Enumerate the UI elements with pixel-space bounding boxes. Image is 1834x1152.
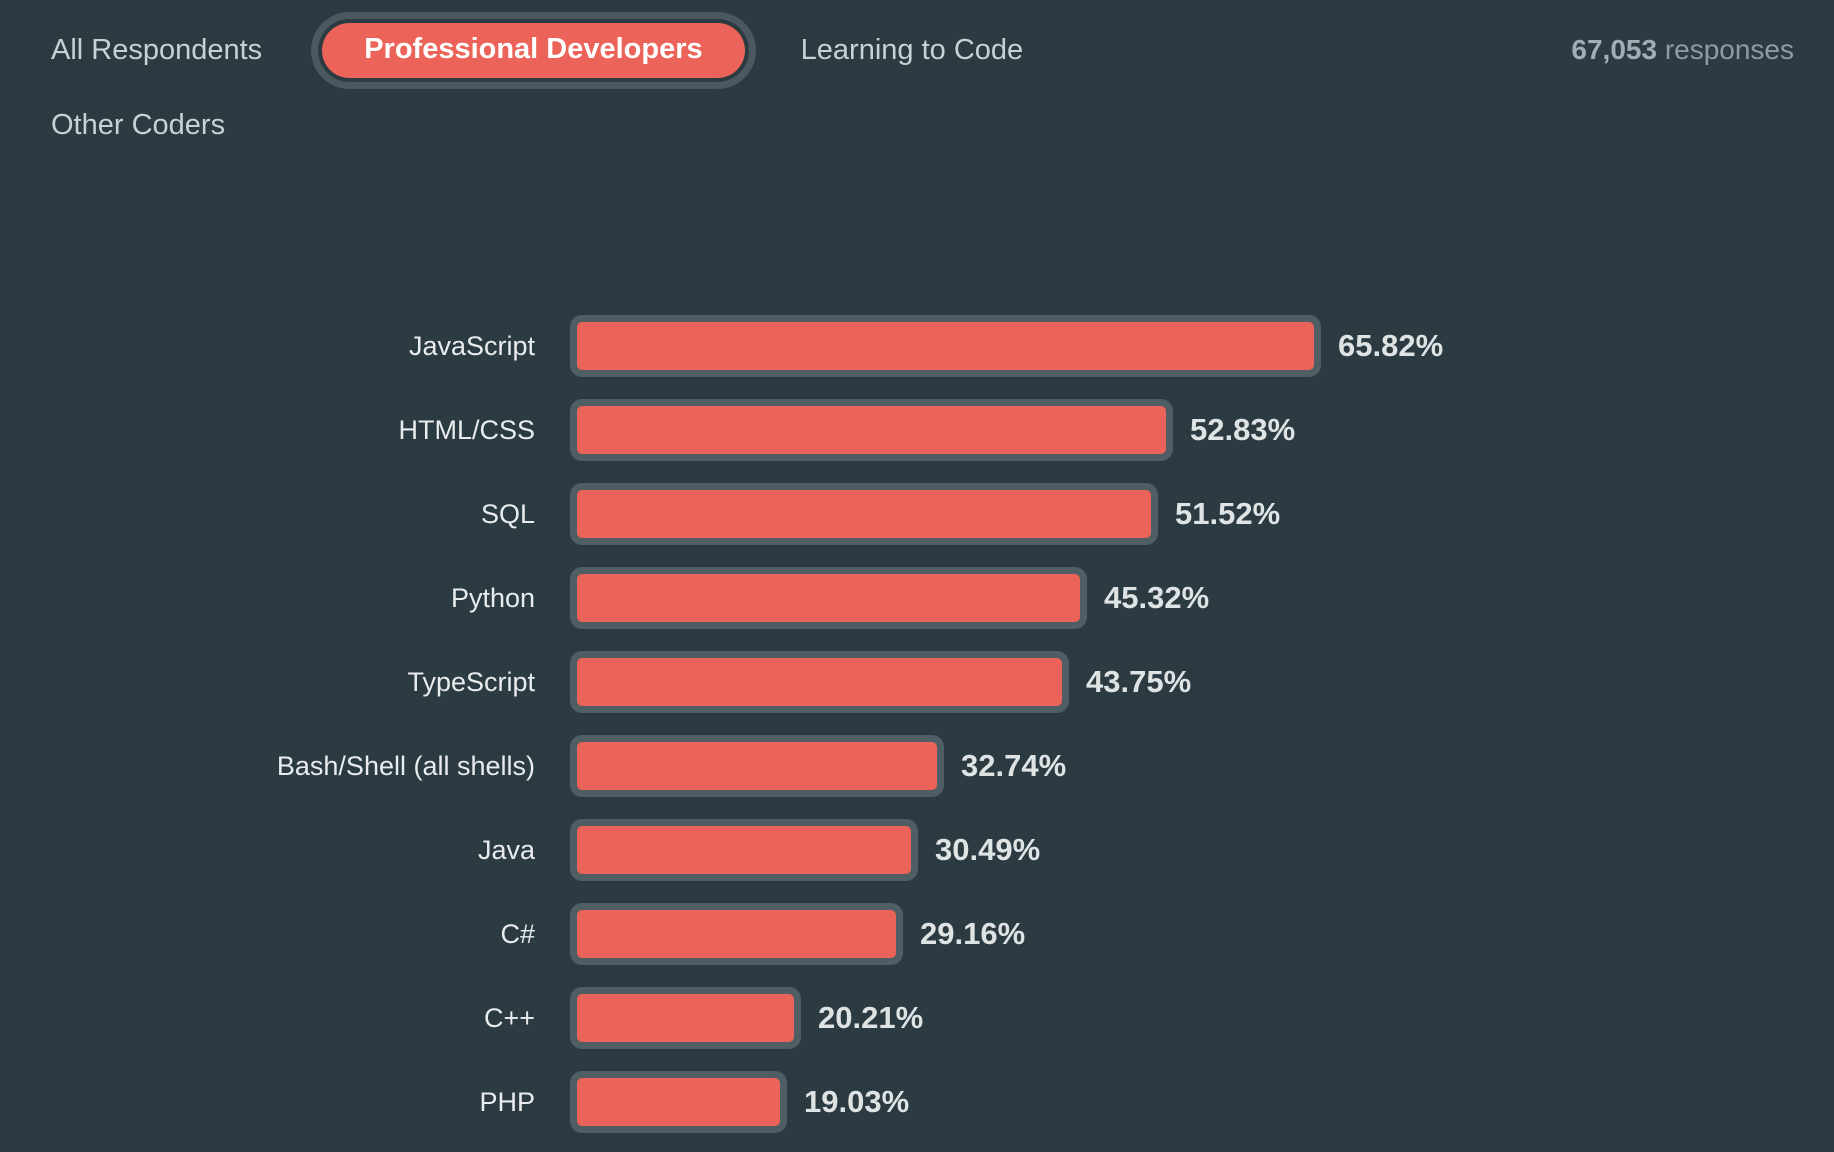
chart-row: TypeScript 43.75%	[0, 640, 1834, 724]
header: All Respondents Professional Developers …	[0, 0, 1834, 159]
bar-value-label: 30.49%	[935, 832, 1041, 867]
bar-category-label: TypeScript	[407, 666, 535, 697]
bar-category-label: JavaScript	[408, 330, 535, 361]
bar[interactable]	[570, 819, 918, 881]
chart-row: Bash/Shell (all shells) 32.74%	[0, 724, 1834, 808]
bar-value-label: 20.21%	[818, 1000, 924, 1035]
bar-category-label: C#	[500, 918, 535, 949]
bar-value-label: 51.52%	[1175, 496, 1281, 531]
tab-learning-to-code[interactable]: Learning to Code	[800, 33, 1024, 66]
bar-category-label: Java	[477, 834, 535, 865]
bar[interactable]	[570, 903, 903, 965]
bar-category-label: PHP	[479, 1086, 535, 1117]
bar-value-label: 45.32%	[1104, 580, 1210, 615]
chart-row: PHP 19.03%	[0, 1060, 1834, 1144]
chart-row: JavaScript 65.82%	[0, 304, 1834, 388]
chart-row: C++ 20.21%	[0, 976, 1834, 1060]
bar[interactable]	[570, 399, 1173, 461]
bar-value-label: 65.82%	[1338, 328, 1444, 363]
bar[interactable]	[570, 987, 801, 1049]
responses-number: 67,053	[1571, 34, 1658, 65]
chart-row: Python 45.32%	[0, 556, 1834, 640]
tab-other-coders[interactable]: Other Coders	[51, 108, 226, 141]
bar-category-label: Bash/Shell (all shells)	[276, 750, 535, 781]
bar-value-label: 43.75%	[1086, 664, 1192, 699]
responses-word: responses	[1664, 34, 1794, 65]
tab-all-respondents[interactable]: All Respondents	[51, 33, 263, 66]
bar[interactable]	[570, 483, 1158, 545]
filter-tabs-row2: Other Coders	[51, 91, 1794, 159]
chart-row: SQL 51.52%	[0, 472, 1834, 556]
bar-value-label: 19.03%	[804, 1084, 910, 1119]
responses-count: 67,053 responses	[1571, 34, 1794, 66]
chart-row: Java 30.49%	[0, 808, 1834, 892]
bar[interactable]	[570, 1071, 787, 1133]
bar-category-label: Python	[450, 582, 535, 613]
bar-value-label: 32.74%	[961, 748, 1067, 783]
bar[interactable]	[570, 315, 1321, 377]
chart-row: C# 29.16%	[0, 892, 1834, 976]
bar-category-label: C++	[483, 1002, 535, 1033]
bar-value-label: 52.83%	[1190, 412, 1296, 447]
filter-tabs: All Respondents Professional Developers …	[51, 9, 1794, 91]
chart-row: HTML/CSS 52.83%	[0, 388, 1834, 472]
bar[interactable]	[570, 735, 944, 797]
bar-category-label: HTML/CSS	[398, 414, 535, 445]
bar[interactable]	[570, 651, 1069, 713]
bar-chart: JavaScript 65.82% HTML/CSS 52.83% SQL 51…	[0, 304, 1834, 1144]
tab-professional-developers[interactable]: Professional Developers	[322, 22, 745, 78]
bar-category-label: SQL	[480, 498, 535, 529]
bar[interactable]	[570, 567, 1087, 629]
bar-value-label: 29.16%	[920, 916, 1026, 951]
